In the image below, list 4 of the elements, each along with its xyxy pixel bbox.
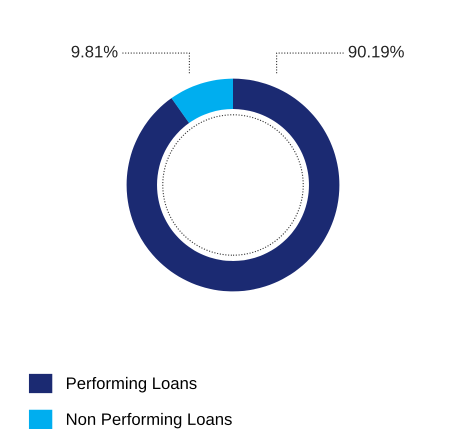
data-label: 90.19% xyxy=(348,46,404,58)
data-label: 9.81% xyxy=(72,46,118,58)
legend-label: Non Performing Loans xyxy=(66,412,232,428)
legend-label: Performing Loans xyxy=(66,376,197,392)
